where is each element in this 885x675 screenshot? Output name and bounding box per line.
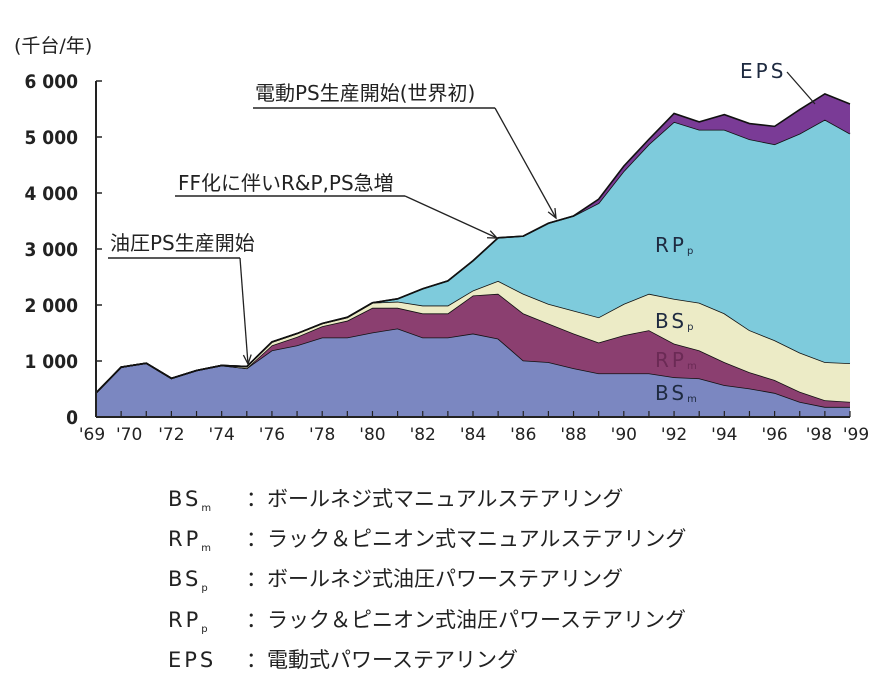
legend-item: RPp ：ラック＆ピニオン式油圧パワーステアリング <box>168 605 686 645</box>
stacked-area-chart: (千台/年) 0 1 000 2 000 3 000 4 000 5 000 6 000 '6… <box>14 35 869 445</box>
legend-description: ：ラック＆ピニオン式マニュアルステアリング <box>246 527 687 552</box>
legend-description: ：ラック＆ピニオン式油圧パワーステアリング <box>246 607 686 632</box>
annotation-arrow <box>404 195 498 239</box>
area-rpp <box>96 119 850 393</box>
y-tick-label: 0 <box>66 407 78 429</box>
x-tick-label: '69 <box>79 425 105 445</box>
x-tick-label: '80 <box>359 425 385 445</box>
series-label-rpp: RPp <box>655 233 696 257</box>
series-label-eps: EPS <box>740 59 786 83</box>
x-tick-label: '98 <box>806 425 832 445</box>
annotation-arrow <box>494 107 557 219</box>
legend-item: RPm ：ラック＆ピニオン式マニュアルステアリング <box>168 524 686 564</box>
legend-key: EPS <box>168 647 217 672</box>
annotation-arrow <box>239 257 249 365</box>
x-tick-label: '94 <box>711 425 737 445</box>
legend-key: RPm <box>168 527 212 555</box>
x-tick-label: '84 <box>460 425 486 445</box>
y-tick-label: 2 000 <box>24 295 78 317</box>
legend-description: ：ボールネジ式油圧パワーステアリング <box>246 567 623 592</box>
annotation-label: 油圧PS生産開始 <box>110 231 255 255</box>
y-tick-label: 4 000 <box>24 183 78 205</box>
legend-item: EPS ：電動式パワーステアリング <box>168 645 686 675</box>
arrow-head-icon <box>547 207 557 220</box>
x-tick-label: '76 <box>259 425 285 445</box>
eps-leader-line <box>786 71 816 105</box>
legend-key: RPp <box>168 607 208 635</box>
legend-item: BSp ：ボールネジ式油圧パワーステアリング <box>168 564 686 604</box>
x-tick-label: '99 <box>843 425 869 445</box>
x-tick-label: '74 <box>209 425 235 445</box>
arrow-head-icon <box>242 354 252 366</box>
series-label-bsp: BSp <box>655 309 696 333</box>
legend-description: ：電動式パワーステアリング <box>246 647 518 672</box>
x-tick-label: '70 <box>116 425 142 445</box>
legend-item: BSm ：ボールネジ式マニュアルステアリング <box>168 484 686 524</box>
x-tick-label: '78 <box>309 425 335 445</box>
area-bsm <box>96 328 850 417</box>
y-tick-label: 1 000 <box>24 351 78 373</box>
legend-key: BSp <box>168 567 208 595</box>
annotation-label: FF化に伴いR&P,PS急増 <box>178 171 394 195</box>
annotation-label: 電動PS生産開始(世界初) <box>255 81 475 105</box>
area-bsp <box>96 280 850 402</box>
y-tick-label: 5 000 <box>24 127 78 149</box>
x-tick-label: '88 <box>560 425 586 445</box>
legend-key: BSm <box>168 487 212 515</box>
unit-label: (千台/年) <box>14 35 92 57</box>
x-tick-label: '82 <box>410 425 436 445</box>
y-tick-label: 6 000 <box>24 71 78 93</box>
x-tick-label: '92 <box>661 425 687 445</box>
legend-description: ：ボールネジ式マニュアルステアリング <box>246 487 624 511</box>
x-tick-label: '90 <box>611 425 637 445</box>
legend: BSm ：ボールネジ式マニュアルステアリング RPm ：ラック＆ピニオン式マニュアルス… <box>168 484 686 675</box>
line-eps <box>95 92 851 394</box>
x-tick-label: '96 <box>761 425 787 445</box>
x-tick-label: '86 <box>510 425 536 445</box>
arrow-head-icon <box>486 230 499 239</box>
y-tick-label: 3 000 <box>24 239 78 261</box>
x-tick-label: '72 <box>158 425 184 445</box>
